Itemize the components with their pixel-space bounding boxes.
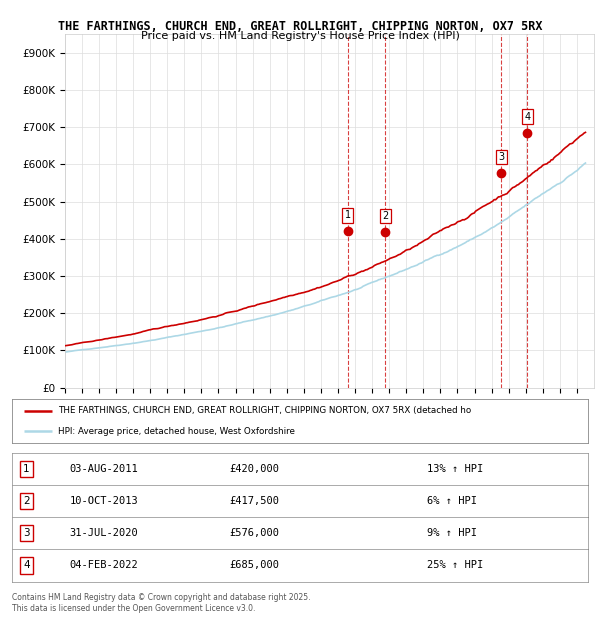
Text: 4: 4: [23, 560, 30, 570]
Text: £417,500: £417,500: [229, 496, 279, 506]
Text: £685,000: £685,000: [229, 560, 279, 570]
Text: HPI: Average price, detached house, West Oxfordshire: HPI: Average price, detached house, West…: [58, 427, 295, 436]
Text: 4: 4: [524, 112, 530, 122]
Text: Contains HM Land Registry data © Crown copyright and database right 2025.
This d: Contains HM Land Registry data © Crown c…: [12, 593, 311, 613]
Text: 6% ↑ HPI: 6% ↑ HPI: [427, 496, 477, 506]
Text: 2: 2: [382, 211, 388, 221]
Text: 3: 3: [499, 152, 505, 162]
Text: 2: 2: [23, 496, 30, 506]
Text: 1: 1: [345, 210, 351, 220]
Text: 31-JUL-2020: 31-JUL-2020: [70, 528, 139, 538]
Text: Price paid vs. HM Land Registry's House Price Index (HPI): Price paid vs. HM Land Registry's House …: [140, 31, 460, 41]
Text: 9% ↑ HPI: 9% ↑ HPI: [427, 528, 477, 538]
Text: 13% ↑ HPI: 13% ↑ HPI: [427, 464, 483, 474]
Text: 25% ↑ HPI: 25% ↑ HPI: [427, 560, 483, 570]
Text: 10-OCT-2013: 10-OCT-2013: [70, 496, 139, 506]
Text: THE FARTHINGS, CHURCH END, GREAT ROLLRIGHT, CHIPPING NORTON, OX7 5RX (detached h: THE FARTHINGS, CHURCH END, GREAT ROLLRIG…: [58, 406, 472, 415]
Text: £576,000: £576,000: [229, 528, 279, 538]
Text: 04-FEB-2022: 04-FEB-2022: [70, 560, 139, 570]
Text: £420,000: £420,000: [229, 464, 279, 474]
Text: 3: 3: [23, 528, 30, 538]
Text: 1: 1: [23, 464, 30, 474]
Text: 03-AUG-2011: 03-AUG-2011: [70, 464, 139, 474]
Text: THE FARTHINGS, CHURCH END, GREAT ROLLRIGHT, CHIPPING NORTON, OX7 5RX: THE FARTHINGS, CHURCH END, GREAT ROLLRIG…: [58, 20, 542, 33]
